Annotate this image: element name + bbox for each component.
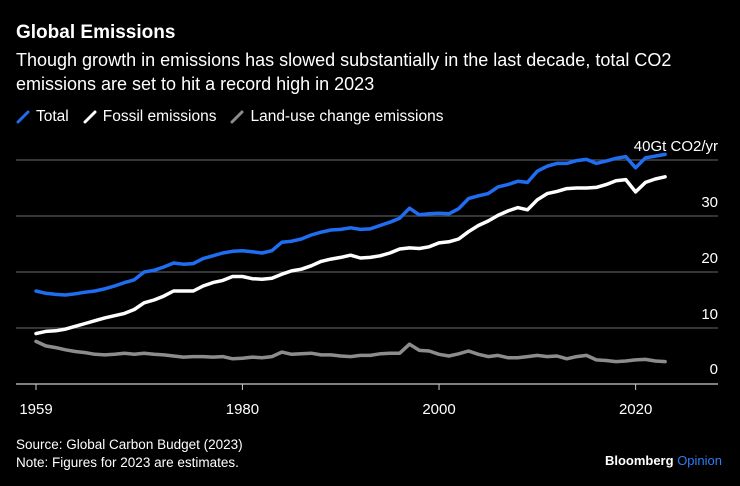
- note-text: Note: Figures for 2023 are estimates.: [16, 455, 239, 470]
- x-tick-label: 2020: [619, 401, 652, 418]
- legend-item-total: Total: [16, 108, 69, 126]
- legend-swatch-fossil: [83, 110, 97, 124]
- y-tick-label: 30: [701, 194, 718, 211]
- y-tick-label: 20: [701, 250, 718, 267]
- y-tick-label: 40Gt CO2/yr: [634, 138, 718, 155]
- source-text: Source: Global Carbon Budget (2023): [16, 437, 243, 452]
- series-line-total: [34, 152, 667, 297]
- brand-name: Bloomberg: [604, 453, 674, 468]
- legend-swatch-landuse: [230, 110, 244, 124]
- legend-label-fossil: Fossil emissions: [102, 108, 217, 125]
- y-tick-label: 0: [710, 361, 718, 378]
- brand-suffix: Opinion: [677, 453, 722, 468]
- x-tick-label: 2000: [422, 401, 455, 418]
- x-tick-label: 1959: [19, 401, 52, 418]
- chart-subtitle: Though growth in emissions has slowed su…: [16, 50, 672, 94]
- legend-item-fossil: Fossil emissions: [83, 108, 217, 126]
- legend: Total Fossil emissions Land-use change e…: [16, 108, 443, 126]
- legend-label-landuse: Land-use change emissions: [250, 108, 444, 125]
- source-note: Source: Global Carbon Budget (2023) Note…: [16, 436, 243, 472]
- brand-logo: Bloomberg Opinion: [605, 453, 722, 468]
- x-tick-label: 1980: [226, 401, 259, 418]
- legend-swatch-total: [16, 110, 30, 124]
- legend-label-total: Total: [36, 108, 69, 125]
- series-line-fossil: [34, 175, 667, 336]
- y-tick-label: 10: [701, 306, 718, 323]
- legend-item-landuse: Land-use change emissions: [230, 108, 443, 126]
- series-line-landuse: [34, 339, 667, 364]
- chart-title: Global Emissions: [16, 22, 176, 43]
